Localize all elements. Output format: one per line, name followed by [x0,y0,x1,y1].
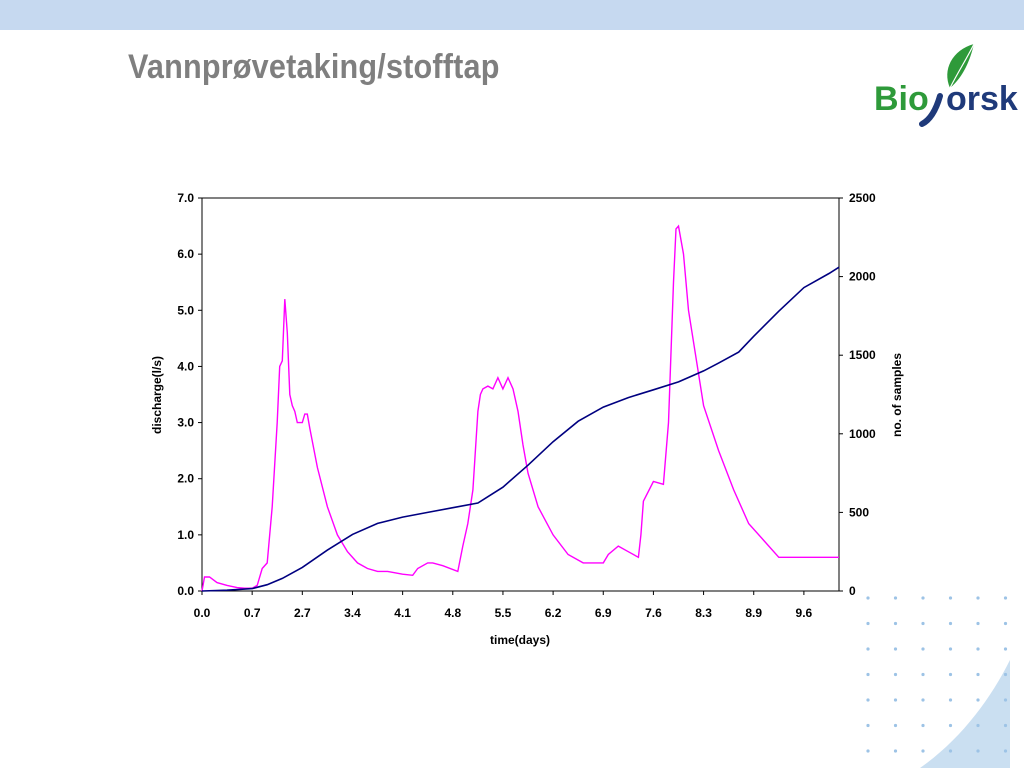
svg-text:Bio: Bio [874,80,929,118]
decorative-dot [976,749,980,753]
right-tick-label: 1500 [849,348,876,362]
left-tick-label: 0.0 [177,584,194,598]
decorative-dot [866,621,870,626]
x-tick-label: 3.4 [344,606,361,620]
right-tick-label: 1000 [849,427,876,441]
discharge-line [201,224,839,592]
decorative-dot [893,749,898,753]
left-tick-label: 3.0 [177,416,194,430]
decorative-dot [948,723,953,728]
left-tick-label: 2.0 [177,472,194,486]
decorative-dot [893,621,898,626]
left-tick-label: 6.0 [177,247,194,261]
left-tick-label: 5.0 [177,303,194,317]
x-tick-label: 8.3 [695,606,712,620]
decorative-dot [948,621,953,626]
decorative-dot [976,672,980,677]
decorative-dot [921,749,925,753]
header-band [0,0,1024,30]
decorative-dot [866,647,870,651]
left-axis-label: discharge(l/s) [150,356,164,434]
x-axis-label: time(days) [490,633,550,647]
left-tick-label: 1.0 [177,528,194,542]
decorative-dot [893,647,898,651]
left-tick-label: 4.0 [177,359,194,373]
slide-title: Vannprøvetaking/stofftap [128,48,500,86]
x-tick-label: 9.6 [796,606,813,620]
decorative-dot [948,647,953,651]
plot-area [201,197,840,592]
decorative-dot [866,749,870,753]
right-axis-label: no. of samples [890,353,904,437]
decorative-dot [976,647,980,651]
decorative-dot [893,723,898,728]
right-tick-label: 500 [849,505,869,519]
x-tick-label: 0.7 [244,606,261,620]
samples-line [201,266,840,592]
x-tick-label: 4.1 [394,606,411,620]
decorative-dot [893,672,898,677]
x-tick-label: 0.0 [194,606,211,620]
x-tick-label: 5.5 [495,606,512,620]
x-tick-label: 6.2 [545,606,562,620]
decorative-dot [1003,647,1008,651]
decorative-dot [921,596,925,600]
x-tick-label: 7.6 [645,606,662,620]
x-tick-label: 2.7 [294,606,311,620]
decorative-dot-grid [866,596,1010,768]
decorative-dot [866,698,870,702]
decorative-dot [1003,749,1008,753]
x-tick-label: 6.9 [595,606,612,620]
decorative-dot [921,647,925,651]
decorative-dot [921,698,925,702]
decorative-dot [948,749,953,753]
decorative-dot [921,621,925,626]
right-tick-label: 2500 [849,191,876,205]
svg-text:orsk: orsk [946,80,1018,118]
decorative-dot [893,698,898,702]
decorative-dot [1003,621,1008,626]
decorative-dot [948,698,953,702]
decorative-dot [921,672,925,677]
decorative-dot [866,596,870,600]
bioforsk-logo: Bio orsk [874,43,1018,127]
left-tick-label: 7.0 [177,191,194,205]
decorative-dot [948,596,953,600]
decorative-dot [1003,596,1008,600]
x-tick-label: 8.9 [745,606,762,620]
decorative-dot [976,621,980,626]
decorative-dot [1003,698,1008,702]
decorative-dot [976,723,980,728]
decorative-dot [921,723,925,728]
decorative-dot [866,672,870,677]
decorative-dot [1003,723,1008,728]
decorative-dot [976,698,980,702]
decorative-dot [948,672,953,677]
decorative-dot [893,596,898,600]
decorative-dot [976,596,980,600]
decorative-dot [866,723,870,728]
right-tick-label: 0 [849,584,856,598]
decorative-dot [1003,672,1008,677]
x-tick-label: 4.8 [444,606,461,620]
right-tick-label: 2000 [849,270,876,284]
